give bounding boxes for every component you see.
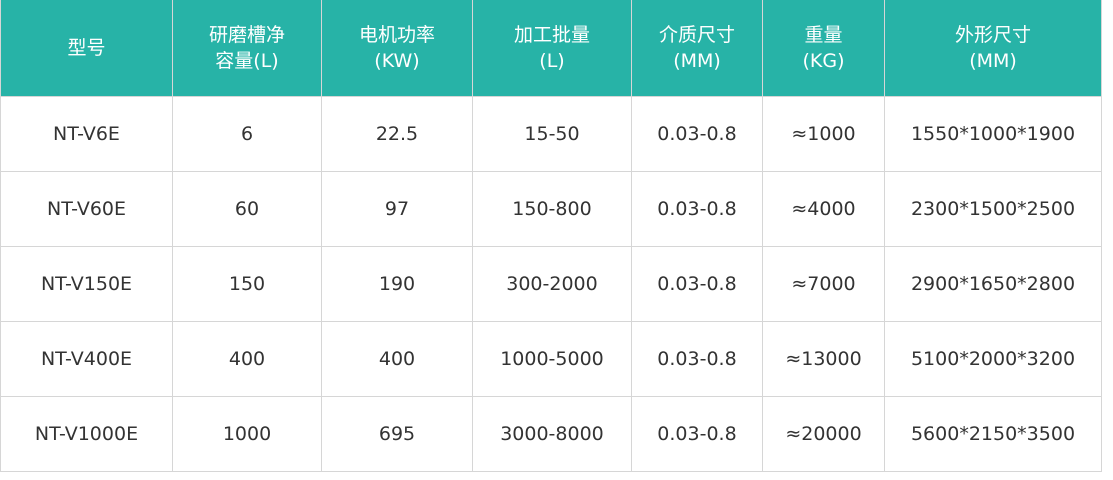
- table-cell: 0.03-0.8: [631, 96, 763, 172]
- table-cell: 0.03-0.8: [631, 321, 763, 397]
- header-cell: 加工批量 (L): [472, 0, 632, 97]
- table-cell: 6: [172, 96, 322, 172]
- table-cell: 97: [321, 171, 473, 247]
- table-cell: 5600*2150*3500: [884, 396, 1102, 472]
- header-text: 型号: [67, 37, 106, 59]
- table-cell: 60: [172, 171, 322, 247]
- table-cell: 15-50: [472, 96, 632, 172]
- table-row: NT-V1000E 1000 695 3000-8000 0.03-0.8 ≈20000 5…: [0, 396, 1102, 472]
- table-cell: 5100*2000*3200: [884, 321, 1102, 397]
- table-cell: NT-V6E: [0, 96, 173, 172]
- header-text: (KG): [802, 50, 845, 72]
- table-cell: 150-800: [472, 171, 632, 247]
- header-cell: 研磨槽净容量(L): [172, 0, 322, 97]
- table-cell: 150: [172, 246, 322, 322]
- table-cell: 2300*1500*2500: [884, 171, 1102, 247]
- header-text: 重量: [804, 24, 843, 46]
- header-row: 型号 研磨槽净容量(L) 电机功率 (KW) 加工批量 (L) 介质尺寸 (MM) 重量 (KG)…: [0, 0, 1102, 97]
- header-text: (L): [539, 50, 565, 72]
- table-cell: 400: [172, 321, 322, 397]
- table-cell: ≈4000: [762, 171, 885, 247]
- table-cell: 0.03-0.8: [631, 246, 763, 322]
- table-cell: NT-V400E: [0, 321, 173, 397]
- table-cell: NT-V150E: [0, 246, 173, 322]
- header-text: 容量(L): [215, 50, 279, 72]
- table-cell: ≈7000: [762, 246, 885, 322]
- table-cell: 22.5: [321, 96, 473, 172]
- table-body: NT-V6E 6 22.5 15-50 0.03-0.8 ≈1000 1550*1000*1…: [0, 96, 1102, 472]
- table-cell: 1000: [172, 396, 322, 472]
- header-cell: 电机功率 (KW): [321, 0, 473, 97]
- table-cell: NT-V1000E: [0, 396, 173, 472]
- table-row: NT-V400E 400 400 1000-5000 0.03-0.8 ≈13000 510…: [0, 321, 1102, 397]
- table-cell: ≈20000: [762, 396, 885, 472]
- spec-table: 型号 研磨槽净容量(L) 电机功率 (KW) 加工批量 (L) 介质尺寸 (MM) 重量 (KG)…: [0, 0, 1102, 472]
- table-cell: 300-2000: [472, 246, 632, 322]
- table-cell: 0.03-0.8: [631, 396, 763, 472]
- header-cell: 重量 (KG): [762, 0, 885, 97]
- header-text: 外形尺寸: [954, 24, 1031, 46]
- table-cell: 695: [321, 396, 473, 472]
- header-text: (MM): [673, 50, 721, 72]
- table-cell: 0.03-0.8: [631, 171, 763, 247]
- table-cell: ≈1000: [762, 96, 885, 172]
- table-row: NT-V150E 150 190 300-2000 0.03-0.8 ≈7000 2900*…: [0, 246, 1102, 322]
- header-text: 加工批量: [513, 24, 590, 46]
- table-cell: 400: [321, 321, 473, 397]
- header-cell: 外形尺寸 (MM): [884, 0, 1102, 97]
- table-cell: 1550*1000*1900: [884, 96, 1102, 172]
- table-cell: NT-V60E: [0, 171, 173, 247]
- header-text: (MM): [969, 50, 1017, 72]
- table-cell: 2900*1650*2800: [884, 246, 1102, 322]
- header-cell: 型号: [0, 0, 173, 97]
- table-cell: 190: [321, 246, 473, 322]
- table-cell: 3000-8000: [472, 396, 632, 472]
- table-cell: ≈13000: [762, 321, 885, 397]
- header-text: (KW): [374, 50, 420, 72]
- header-text: 研磨槽净: [208, 24, 285, 46]
- table-row: NT-V6E 6 22.5 15-50 0.03-0.8 ≈1000 1550*1000*1…: [0, 96, 1102, 172]
- header-cell: 介质尺寸 (MM): [631, 0, 763, 97]
- header-text: 电机功率: [358, 24, 435, 46]
- table-cell: 1000-5000: [472, 321, 632, 397]
- table-row: NT-V60E 60 97 150-800 0.03-0.8 ≈4000 2300*1500…: [0, 171, 1102, 247]
- header-text: 介质尺寸: [658, 24, 735, 46]
